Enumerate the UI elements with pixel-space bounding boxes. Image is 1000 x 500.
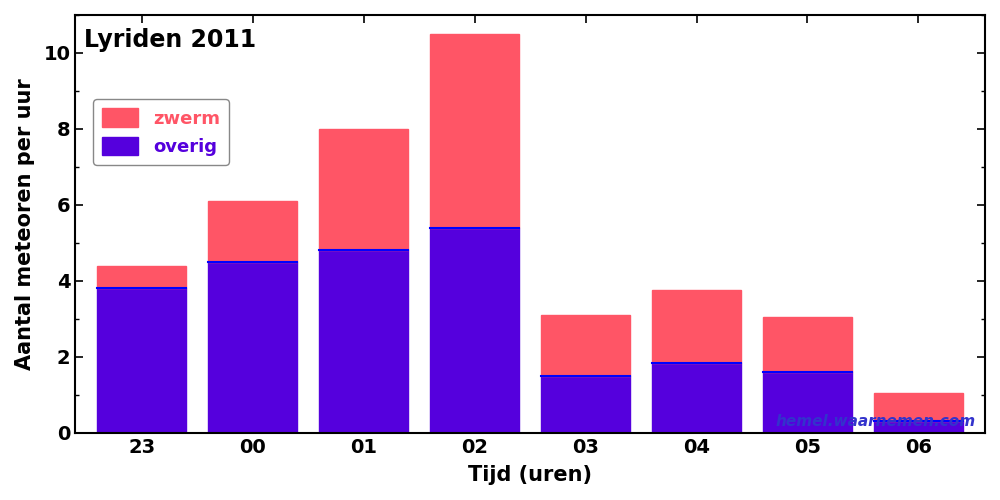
Bar	[430, 228, 519, 433]
Y-axis label: Aantal meteoren per uur: Aantal meteoren per uur	[15, 78, 35, 370]
Bar	[652, 290, 741, 362]
Bar	[652, 362, 741, 433]
Bar	[208, 201, 297, 262]
Bar	[208, 262, 297, 433]
Bar	[541, 376, 630, 433]
Bar	[97, 288, 186, 433]
Bar	[430, 34, 519, 228]
Text: Lyriden 2011: Lyriden 2011	[84, 28, 256, 52]
Bar	[763, 317, 852, 372]
Bar	[319, 129, 408, 250]
Bar	[97, 266, 186, 288]
Bar	[874, 393, 963, 422]
Bar	[541, 315, 630, 376]
Bar	[874, 422, 963, 433]
X-axis label: Tijd (uren): Tijd (uren)	[468, 465, 592, 485]
Legend: zwerm, overig: zwerm, overig	[93, 99, 229, 165]
Bar	[319, 250, 408, 433]
Text: hemel.waarnemen.com: hemel.waarnemen.com	[776, 414, 976, 428]
Bar	[763, 372, 852, 433]
